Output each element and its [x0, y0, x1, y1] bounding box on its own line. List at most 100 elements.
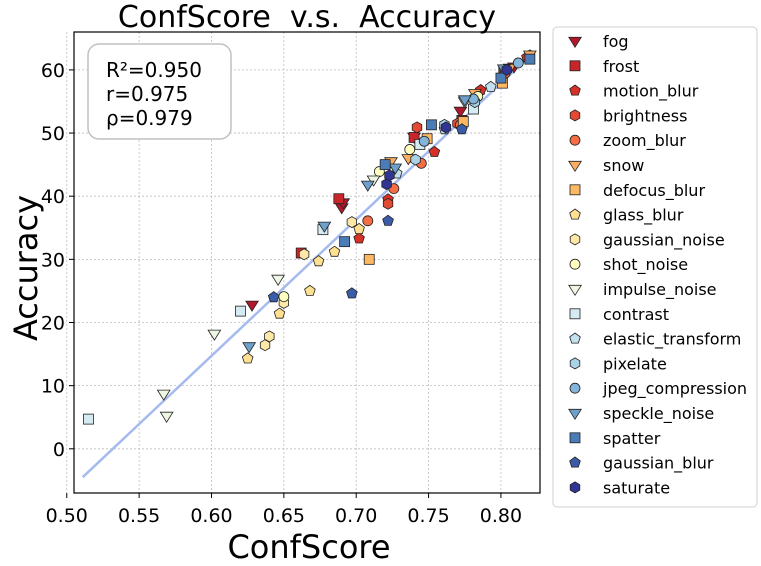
point-gaussian-blur	[346, 287, 358, 299]
legend-item-impulse-noise: impulse_noise	[568, 280, 717, 300]
legend-marker-frost	[569, 60, 581, 72]
legend-item-pixelate: pixelate	[569, 354, 667, 373]
legend-label: frost	[603, 57, 639, 76]
x-tick-label: 0.60	[190, 505, 232, 527]
legend-marker-elastic-transform	[569, 332, 581, 344]
point-contrast	[83, 413, 94, 425]
point-gaussian-blur	[267, 291, 280, 303]
series-glass-blur	[241, 222, 365, 364]
point-saturate	[440, 121, 452, 134]
point-elastic-transform	[485, 80, 497, 92]
stats-spearman-rho: ρ=0.979	[106, 106, 193, 130]
legend-marker-brightness	[569, 109, 581, 122]
legend-marker-glass-blur	[569, 208, 581, 220]
point-impulse-noise	[271, 274, 286, 286]
legend-item-elastic-transform: elastic_transform	[569, 330, 741, 350]
series-saturate	[381, 63, 512, 191]
legend-item-frost: frost	[569, 57, 639, 76]
point-speckle-noise	[457, 95, 472, 107]
y-tick-label: 50	[41, 123, 65, 145]
point-glass-blur	[328, 245, 341, 257]
point-impulse-noise	[159, 411, 174, 423]
point-defocus-blur	[363, 253, 375, 265]
point-gaussian-blur	[456, 123, 468, 135]
point-glass-blur	[241, 352, 254, 364]
point-glass-blur	[304, 284, 316, 296]
legend-marker-contrast	[569, 308, 581, 320]
point-saturate	[384, 169, 395, 182]
x-tick-label: 0.70	[335, 505, 377, 527]
legend-marker-saturate	[569, 481, 581, 494]
point-gaussian-noise	[346, 216, 358, 229]
legend-label: speckle_noise	[603, 404, 714, 424]
x-axis-label: ConfScore	[227, 528, 390, 566]
legend-marker-snow	[568, 160, 583, 173]
y-tick-label: 60	[41, 60, 65, 82]
legend-marker-jpeg-compression	[569, 382, 581, 394]
legend-label: contrast	[603, 305, 669, 324]
legend-item-defocus-blur: defocus_blur	[569, 181, 705, 201]
legend-label: snow	[603, 156, 644, 175]
point-jpeg-compression	[512, 57, 524, 69]
point-speckle-noise	[317, 221, 332, 233]
legend-item-zoom-blur: zoom_blur	[569, 131, 686, 151]
point-glass-blur	[353, 222, 365, 235]
x-tick-label: 0.50	[46, 505, 88, 527]
y-tick-label: 30	[41, 249, 65, 271]
x-tick-label: 0.80	[480, 505, 522, 527]
stats-pearson-r: r=0.975	[106, 82, 188, 106]
legend-marker-motion-blur	[569, 84, 581, 96]
point-speckle-noise	[242, 342, 257, 354]
legend-item-saturate: saturate	[569, 478, 670, 497]
point-fog	[453, 106, 468, 118]
legend-item-motion-blur: motion_blur	[569, 82, 699, 102]
point-brightness	[411, 121, 423, 134]
legend-marker-zoom-blur	[569, 134, 581, 146]
point-gaussian-blur	[382, 214, 394, 226]
legend-item-fog: fog	[568, 32, 629, 51]
legend-label: jpeg_compression	[602, 379, 747, 399]
legend-item-speckle-noise: speckle_noise	[568, 404, 714, 424]
point-spatter	[339, 236, 351, 248]
x-tick-label: 0.65	[263, 505, 305, 527]
point-zoom-blur	[362, 215, 374, 227]
point-motion-blur	[428, 145, 441, 157]
legend-item-gaussian-blur: gaussian_blur	[569, 454, 714, 474]
legend-label: pixelate	[603, 354, 667, 373]
y-tick-label: 0	[53, 439, 65, 461]
y-axis-label: Accuracy	[7, 195, 45, 341]
point-glass-blur	[312, 255, 325, 267]
legend-label: glass_blur	[603, 206, 684, 226]
point-gaussian-noise	[259, 339, 271, 352]
point-shot-noise	[404, 144, 416, 155]
series-gaussian-noise	[259, 216, 358, 352]
point-saturate	[501, 63, 512, 76]
legend-marker-speckle-noise	[568, 408, 583, 421]
point-spatter	[495, 72, 507, 84]
point-pixelate	[410, 153, 421, 166]
legend-label: brightness	[603, 106, 687, 125]
y-tick-label: 10	[41, 376, 65, 398]
x-axis-ticks: 0.50 0.55 0.60 0.65 0.70 0.75 0.80	[46, 493, 522, 527]
x-tick-label: 0.55	[118, 505, 160, 527]
legend-label: defocus_blur	[603, 181, 705, 201]
stats-box: R²=0.950 r=0.975 ρ=0.979	[87, 43, 232, 140]
series-gaussian-blur	[267, 123, 468, 303]
point-gaussian-noise	[298, 248, 310, 261]
legend-item-shot-noise: shot_noise	[569, 255, 688, 275]
legend-label: fog	[603, 32, 629, 51]
legend-item-contrast: contrast	[569, 305, 669, 324]
point-gaussian-noise	[264, 330, 275, 343]
legend-label: impulse_noise	[603, 280, 717, 300]
point-frost	[333, 193, 345, 205]
legend-label: shot_noise	[603, 255, 688, 275]
legend-marker-impulse-noise	[568, 284, 583, 297]
legend-marker-gaussian-blur	[569, 456, 581, 468]
point-speckle-noise	[360, 180, 375, 192]
stats-box-frame	[87, 43, 232, 140]
series-speckle-noise	[242, 64, 511, 354]
point-shot-noise	[278, 291, 290, 303]
series-spatter	[339, 53, 536, 248]
legend-marker-pixelate	[569, 357, 581, 370]
point-frost	[408, 132, 420, 143]
